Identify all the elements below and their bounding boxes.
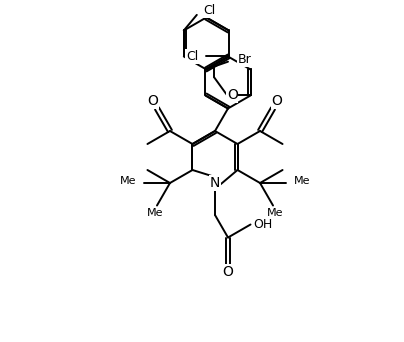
- Text: Br: Br: [238, 53, 252, 66]
- Text: Me: Me: [294, 176, 311, 186]
- Text: Cl: Cl: [186, 50, 198, 63]
- Text: O: O: [271, 94, 282, 108]
- Text: N: N: [210, 176, 220, 190]
- Text: Me: Me: [120, 176, 136, 186]
- Text: Me: Me: [147, 208, 163, 218]
- Text: Cl: Cl: [203, 4, 215, 17]
- Text: O: O: [223, 264, 234, 278]
- Text: OH: OH: [253, 218, 272, 231]
- Text: Me: Me: [267, 208, 283, 218]
- Text: O: O: [147, 94, 158, 108]
- Text: O: O: [227, 89, 238, 103]
